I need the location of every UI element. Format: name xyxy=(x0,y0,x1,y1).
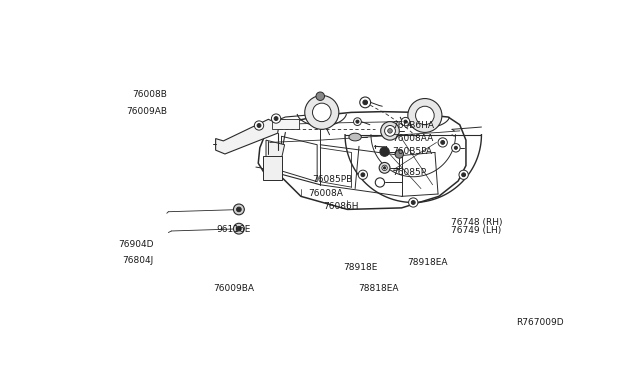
Circle shape xyxy=(316,92,324,100)
Circle shape xyxy=(438,138,447,147)
Text: 76748 (RH): 76748 (RH) xyxy=(451,218,502,227)
Polygon shape xyxy=(266,140,285,166)
Circle shape xyxy=(234,223,244,234)
Text: 760B6HA: 760B6HA xyxy=(392,121,435,130)
Circle shape xyxy=(408,198,418,207)
Circle shape xyxy=(379,163,390,173)
Text: 76008A: 76008A xyxy=(308,189,343,198)
Circle shape xyxy=(234,204,244,215)
Circle shape xyxy=(360,97,371,108)
Text: 76085P: 76085P xyxy=(392,168,427,177)
Text: 76009AB: 76009AB xyxy=(126,108,167,116)
Circle shape xyxy=(452,144,460,152)
Circle shape xyxy=(358,170,367,179)
Circle shape xyxy=(356,120,359,123)
Text: 76085PB: 76085PB xyxy=(312,175,353,184)
Circle shape xyxy=(383,167,386,169)
Circle shape xyxy=(380,147,389,156)
Circle shape xyxy=(401,118,410,126)
Circle shape xyxy=(274,117,278,121)
Text: 76749 (LH): 76749 (LH) xyxy=(451,226,501,235)
Text: 76008AA: 76008AA xyxy=(392,134,434,143)
Circle shape xyxy=(254,121,264,130)
Ellipse shape xyxy=(349,133,362,141)
Text: 76009BA: 76009BA xyxy=(213,284,254,293)
Circle shape xyxy=(305,96,339,129)
Circle shape xyxy=(237,207,241,212)
Text: R767009D: R767009D xyxy=(516,318,564,327)
Circle shape xyxy=(415,106,434,125)
Circle shape xyxy=(385,125,396,136)
Text: 76086H: 76086H xyxy=(323,202,358,211)
Text: 78818EA: 78818EA xyxy=(358,284,398,293)
Circle shape xyxy=(353,118,362,125)
Text: 76804J: 76804J xyxy=(122,256,154,264)
Circle shape xyxy=(363,100,367,105)
Text: 760B5PA: 760B5PA xyxy=(392,147,433,156)
Circle shape xyxy=(412,201,415,205)
Circle shape xyxy=(441,141,445,144)
Bar xyxy=(272,119,300,129)
Text: 76904D: 76904D xyxy=(118,240,154,249)
Circle shape xyxy=(361,173,365,177)
Circle shape xyxy=(237,226,241,231)
Circle shape xyxy=(459,170,468,179)
Circle shape xyxy=(375,178,385,187)
Circle shape xyxy=(382,165,387,170)
Text: 78918EA: 78918EA xyxy=(408,258,448,267)
Text: 78918E: 78918E xyxy=(343,263,377,272)
Circle shape xyxy=(257,124,261,128)
Circle shape xyxy=(454,146,458,150)
Circle shape xyxy=(381,122,399,140)
Circle shape xyxy=(404,120,407,123)
Circle shape xyxy=(388,129,392,133)
Text: 76008B: 76008B xyxy=(132,90,167,99)
Circle shape xyxy=(461,173,465,177)
FancyBboxPatch shape xyxy=(263,155,282,180)
Text: 96116E: 96116E xyxy=(216,225,251,234)
Circle shape xyxy=(312,103,331,122)
Circle shape xyxy=(408,99,442,132)
Circle shape xyxy=(395,150,404,158)
Circle shape xyxy=(271,114,281,123)
Polygon shape xyxy=(216,119,279,154)
